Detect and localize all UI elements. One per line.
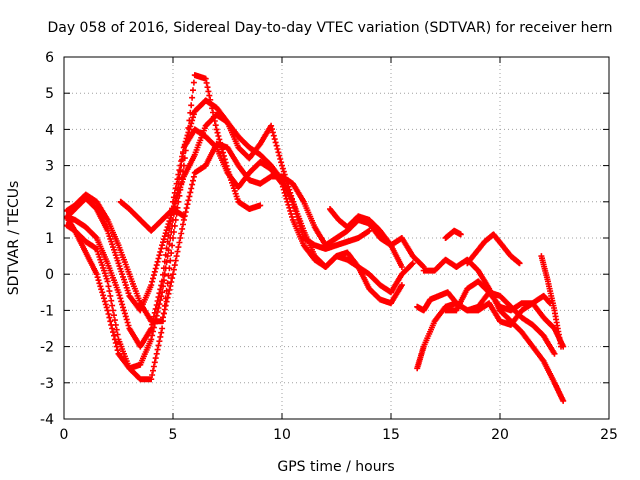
y-tick-label: 3 bbox=[45, 159, 54, 175]
plus-markers bbox=[327, 206, 405, 270]
y-tick-label: -2 bbox=[40, 340, 54, 356]
plus-markers bbox=[420, 256, 567, 404]
y-tick-label: 2 bbox=[45, 195, 54, 211]
data-points bbox=[63, 72, 567, 404]
plus-markers bbox=[117, 198, 187, 234]
x-tick-label: 0 bbox=[60, 427, 69, 443]
y-tick-label: 1 bbox=[45, 231, 54, 247]
series-sat-l bbox=[442, 278, 554, 314]
series-sat-a bbox=[63, 72, 264, 383]
plus-markers bbox=[464, 231, 523, 267]
chart-title: Day 058 of 2016, Sidereal Day-to-day VTE… bbox=[47, 20, 612, 36]
axis-ticks: 0 5 10 15 20 25 -4 -3 -2 -1 0 1 2 3 4 5 6 bbox=[40, 50, 618, 443]
plus-markers bbox=[63, 72, 264, 383]
series-sat-n bbox=[538, 253, 564, 350]
x-tick-label: 25 bbox=[600, 427, 618, 443]
y-tick-label: 5 bbox=[45, 86, 54, 102]
x-tick-label: 20 bbox=[491, 427, 509, 443]
x-tick-label: 15 bbox=[382, 427, 400, 443]
series-sat-m bbox=[464, 231, 523, 267]
series-sat-g bbox=[327, 206, 405, 270]
x-tick-label: 10 bbox=[273, 427, 291, 443]
y-tick-label: 4 bbox=[45, 122, 54, 138]
y-tick-label: -1 bbox=[40, 303, 54, 319]
y-tick-label: 6 bbox=[45, 50, 54, 66]
y-tick-label: -3 bbox=[40, 376, 54, 392]
y-tick-label: -4 bbox=[40, 412, 54, 428]
plus-markers bbox=[442, 227, 464, 241]
series-sat-j bbox=[442, 227, 464, 241]
series-sat-e bbox=[63, 140, 427, 325]
x-tick-label: 5 bbox=[169, 427, 178, 443]
y-tick-label: 0 bbox=[45, 267, 54, 283]
plus-markers bbox=[538, 253, 564, 350]
series-sat-k bbox=[420, 256, 567, 404]
x-axis-label: GPS time / hours bbox=[277, 459, 394, 475]
y-axis-label: SDTVAR / TECUs bbox=[6, 181, 22, 296]
series-sat-f bbox=[117, 198, 187, 234]
plus-markers bbox=[63, 140, 427, 325]
plus-markers bbox=[442, 278, 554, 314]
